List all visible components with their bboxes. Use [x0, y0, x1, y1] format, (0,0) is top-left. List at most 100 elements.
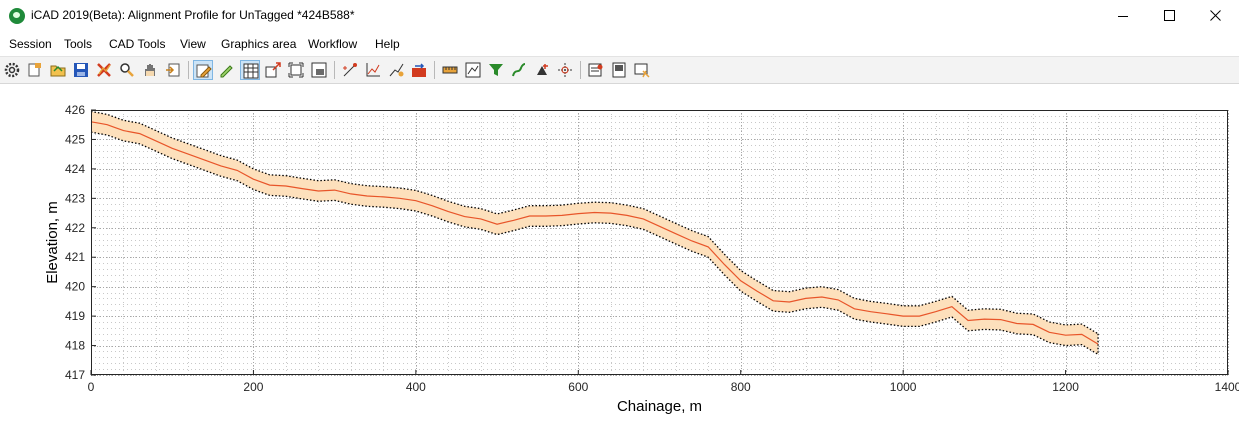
upper-bound-line [90, 110, 1099, 335]
filter-button[interactable] [486, 60, 506, 80]
menu-workflow[interactable]: Workflow [308, 37, 358, 51]
report-icon [588, 63, 603, 77]
plot-frame [91, 110, 1228, 375]
menu-help[interactable]: Help [375, 37, 400, 51]
pan-button[interactable] [140, 60, 160, 80]
menu-view[interactable]: View [180, 37, 206, 51]
folder-icon [50, 65, 66, 77]
elevation-line [90, 121, 1099, 345]
y-axis-label: Elevation, m [44, 201, 61, 284]
app-logo-icon [9, 8, 25, 24]
add-point-button[interactable] [340, 60, 360, 80]
edit-icon [196, 64, 212, 78]
toolbar-separator [188, 61, 189, 79]
grid-table-icon [243, 63, 259, 79]
y-axis-ticks: 417 418 419 420 421 422 423 424 425 426 [65, 103, 96, 382]
pan-hand-icon [145, 64, 155, 76]
report-button[interactable] [586, 60, 606, 80]
data-export-button[interactable] [409, 60, 429, 80]
properties-button[interactable] [632, 60, 652, 80]
ruler-icon [442, 66, 458, 74]
resize-button[interactable] [263, 60, 283, 80]
y-tick-label: 423 [65, 191, 85, 205]
chart-window-button[interactable] [463, 60, 483, 80]
x-tick-label: 1000 [890, 380, 917, 394]
x-tick-label: 400 [406, 380, 426, 394]
y-tick-label: 424 [65, 162, 85, 176]
save-button[interactable] [71, 60, 91, 80]
filter-icon [489, 64, 503, 76]
menu-session[interactable]: Session [9, 37, 52, 51]
delete-button[interactable] [94, 60, 114, 80]
x-tick-label: 600 [568, 380, 588, 394]
minimize-icon [1118, 16, 1128, 17]
delete-icon [97, 63, 111, 77]
print-preview-icon [311, 62, 327, 78]
x-tick-label: 1400 [1215, 380, 1239, 394]
export-button[interactable] [163, 60, 183, 80]
toolbar-separator [434, 61, 435, 79]
notes-icon [612, 62, 626, 78]
minimize-button[interactable] [1101, 0, 1147, 32]
properties-icon [634, 63, 650, 78]
ruler-button[interactable] [440, 60, 460, 80]
curve-tool-icon [512, 63, 526, 77]
profile-icon [366, 63, 380, 77]
menu-tools[interactable]: Tools [64, 37, 93, 51]
major-grid [91, 110, 1229, 376]
grid-table-button[interactable] [240, 60, 260, 80]
profile-button[interactable] [363, 60, 383, 80]
fit-window-icon [288, 62, 304, 78]
zoom-icon [120, 63, 134, 77]
maximize-icon [1164, 10, 1175, 21]
crosshair-icon [558, 63, 572, 77]
snap-icon [537, 64, 548, 75]
y-tick-label: 421 [65, 250, 85, 264]
chart-window-icon [465, 62, 481, 78]
menu-graphics-area[interactable]: Graphics area [221, 37, 297, 51]
resize-icon [265, 62, 281, 78]
crosshair-button[interactable] [555, 60, 575, 80]
data-export-icon [412, 63, 426, 77]
window-title: iCAD 2019(Beta): Alignment Profile for U… [31, 8, 355, 22]
add-point-icon [343, 63, 357, 77]
elevation-centerline [90, 121, 1099, 345]
zoom-button[interactable] [117, 60, 137, 80]
export-icon [166, 63, 180, 77]
print-preview-button[interactable] [309, 60, 329, 80]
fit-window-button[interactable] [286, 60, 306, 80]
profile-chart[interactable]: 0 200 400 600 800 1000 1200 1400 417 418 419 420 42… [0, 83, 1239, 441]
menu-cad-tools[interactable]: CAD Tools [109, 37, 166, 51]
x-tick-label: 200 [243, 380, 263, 394]
menu-bar: Session Tools CAD Tools View Graphics ar… [0, 32, 1239, 55]
y-tick-label: 422 [65, 221, 85, 235]
lower-bound-line [90, 131, 1099, 355]
close-icon [1210, 10, 1221, 21]
open-folder-button[interactable] [48, 60, 68, 80]
x-tick-label: 1200 [1052, 380, 1079, 394]
close-button[interactable] [1193, 0, 1239, 32]
save-icon [74, 63, 88, 77]
y-tick-label: 418 [65, 339, 85, 353]
snap-button[interactable] [532, 60, 552, 80]
y-tick-label: 425 [65, 132, 85, 146]
curve-tool-button[interactable] [509, 60, 529, 80]
toolbar-separator [334, 61, 335, 79]
auto-profile-button[interactable] [386, 60, 406, 80]
y-tick-label: 426 [65, 103, 85, 117]
open-file-button[interactable] [25, 60, 45, 80]
toolbar-separator [580, 61, 581, 79]
open-file-icon [28, 63, 41, 77]
y-tick-label: 420 [65, 280, 85, 294]
pencil-button[interactable] [216, 60, 236, 80]
settings-button[interactable] [2, 60, 22, 80]
y-tick-label: 417 [65, 368, 85, 382]
x-axis-label: Chainage, m [617, 398, 702, 415]
edit-button[interactable] [193, 60, 213, 80]
notes-button[interactable] [609, 60, 629, 80]
pencil-icon [220, 65, 233, 78]
title-bar: iCAD 2019(Beta): Alignment Profile for U… [0, 0, 1239, 32]
maximize-button[interactable] [1147, 0, 1193, 32]
x-axis-ticks: 0 200 400 600 800 1000 1200 1400 [88, 370, 1239, 394]
y-tick-label: 419 [65, 309, 85, 323]
